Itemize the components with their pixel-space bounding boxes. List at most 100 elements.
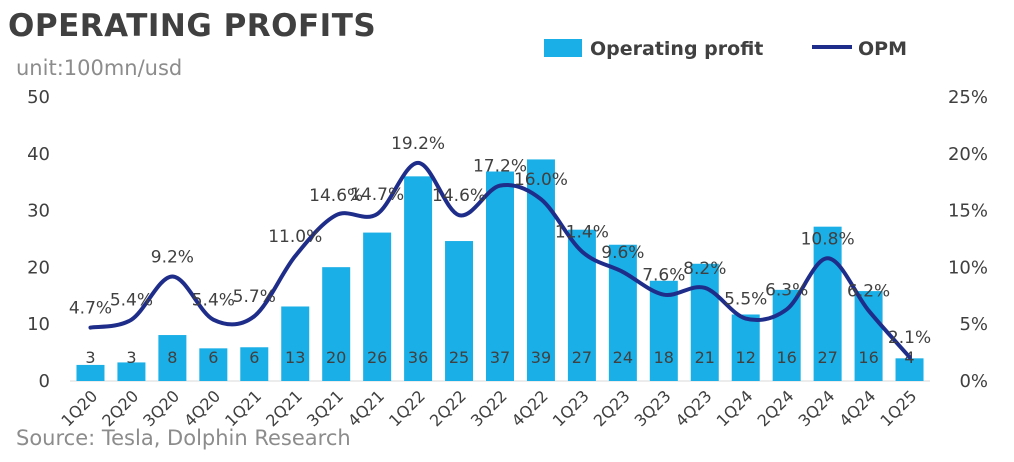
opm-value-label: 14.6% xyxy=(432,186,486,206)
bar-value-label: 8 xyxy=(167,348,177,367)
bar-3Q24 xyxy=(813,226,842,381)
bar-value-label: 24 xyxy=(613,348,633,367)
category-label: 3Q20 xyxy=(139,386,183,430)
source-note: Source: Tesla, Dolphin Research xyxy=(16,426,351,450)
y-left-tick: 30 xyxy=(27,201,50,222)
opm-value-label: 4.7% xyxy=(69,299,112,319)
bar-2Q21 xyxy=(281,306,310,381)
category-label: 3Q23 xyxy=(631,386,675,430)
axes: 0 10 20 30 40 50 0% 5% 10% 15% 20% 25% xyxy=(27,87,988,392)
opm-line xyxy=(88,160,912,360)
category-label: 4Q21 xyxy=(344,386,388,430)
y-right-tick: 10% xyxy=(948,257,988,278)
legend-bar-swatch xyxy=(544,39,582,57)
opm-value-label: 6.2% xyxy=(847,282,890,302)
bar-labels: 3 3 8 6 6 13 20 26 36 25 37 39 27 24 18 21 12 16 27 16 4 xyxy=(85,348,914,367)
opm-value-label: 6.3% xyxy=(765,280,808,300)
bar-3Q21 xyxy=(322,267,351,381)
y-left-tick: 50 xyxy=(27,87,50,108)
opm-value-label: 11.0% xyxy=(268,227,322,247)
bar-value-label: 18 xyxy=(654,348,674,367)
y-right-tick: 25% xyxy=(948,87,988,108)
opm-value-label: 9.6% xyxy=(601,243,644,263)
bar-value-label: 37 xyxy=(490,348,510,367)
category-label: 2Q24 xyxy=(754,386,798,430)
unit-label: unit:100mn/usd xyxy=(16,56,183,80)
bar-value-label: 3 xyxy=(85,348,95,367)
category-label: 1Q21 xyxy=(221,386,265,430)
opm-labels: 4.7%5.4%9.2%5.4%5.7%11.0%14.6%14.7%19.2%… xyxy=(69,134,931,348)
category-label: 4Q22 xyxy=(508,386,552,430)
y-right-tick: 5% xyxy=(959,314,988,335)
opm-value-label: 5.4% xyxy=(110,291,153,311)
legend: Operating profit OPM xyxy=(544,38,907,60)
bar-1Q24 xyxy=(731,314,760,381)
opm-value-label: 5.7% xyxy=(233,287,276,307)
legend-opm: OPM xyxy=(858,38,907,60)
bar-4Q22 xyxy=(526,159,555,381)
y-left-tick: 20 xyxy=(27,257,50,278)
category-label: 3Q24 xyxy=(795,386,839,430)
category-label: 1Q22 xyxy=(385,386,429,430)
y-right-tick: 0% xyxy=(959,371,988,392)
opm-value-label: 5.5% xyxy=(724,290,767,310)
bar-1Q22 xyxy=(404,176,433,381)
opm-value-label: 8.2% xyxy=(683,259,726,279)
bar-series xyxy=(76,159,924,381)
bar-value-label: 27 xyxy=(817,348,837,367)
category-label: 3Q21 xyxy=(303,386,347,430)
category-label: 4Q20 xyxy=(180,386,224,430)
bar-value-label: 36 xyxy=(408,348,428,367)
category-label: 3Q22 xyxy=(467,386,511,430)
category-axis-labels: 1Q202Q203Q204Q201Q212Q213Q214Q211Q222Q22… xyxy=(57,386,920,430)
bar-4Q24 xyxy=(854,291,883,381)
bar-1Q25 xyxy=(895,358,924,381)
y-left-tick: 10 xyxy=(27,314,50,335)
opm-value-label: 11.4% xyxy=(555,222,609,242)
y-left-tick: 0 xyxy=(39,371,50,392)
category-label: 4Q24 xyxy=(835,386,879,430)
bar-4Q20 xyxy=(199,348,228,381)
bar-value-label: 3 xyxy=(126,348,136,367)
opm-value-label: 19.2% xyxy=(391,134,445,154)
bar-value-label: 26 xyxy=(367,348,387,367)
opm-value-label: 5.4% xyxy=(192,291,235,311)
bar-2Q22 xyxy=(445,241,474,381)
category-label: 2Q23 xyxy=(590,386,634,430)
bar-value-label: 16 xyxy=(776,348,796,367)
bar-3Q20 xyxy=(158,335,187,381)
bar-value-label: 20 xyxy=(326,348,346,367)
category-label: 2Q21 xyxy=(262,386,306,430)
y-right-tick: 15% xyxy=(948,201,988,222)
opm-line-series xyxy=(88,160,912,360)
category-label: 1Q20 xyxy=(57,386,101,430)
bar-value-label: 6 xyxy=(208,348,218,367)
bar-3Q23 xyxy=(649,280,678,381)
category-label: 1Q23 xyxy=(549,386,593,430)
bar-1Q23 xyxy=(567,229,596,381)
chart-title: OPERATING PROFITS xyxy=(8,8,377,44)
opm-value-label: 17.2% xyxy=(473,157,527,177)
bar-value-label: 27 xyxy=(572,348,592,367)
category-label: 4Q23 xyxy=(672,386,716,430)
category-label: 2Q20 xyxy=(98,386,142,430)
opm-value-label: 14.6% xyxy=(309,186,363,206)
bar-1Q21 xyxy=(240,347,269,381)
bar-3Q22 xyxy=(486,171,514,381)
bar-2Q24 xyxy=(772,289,801,381)
bar-value-label: 25 xyxy=(449,348,469,367)
opm-value-label: 14.7% xyxy=(350,185,404,205)
bar-4Q23 xyxy=(690,263,719,381)
bar-value-label: 13 xyxy=(285,348,305,367)
y-right-tick: 20% xyxy=(948,144,988,165)
opm-value-label: 16.0% xyxy=(514,170,568,190)
opm-value-label: 2.1% xyxy=(888,328,931,348)
bar-value-label: 16 xyxy=(858,348,878,367)
bar-value-label: 39 xyxy=(531,348,551,367)
bar-2Q20 xyxy=(117,362,146,381)
category-label: 1Q24 xyxy=(713,386,757,430)
legend-operating-profit: Operating profit xyxy=(590,38,763,60)
bar-1Q20 xyxy=(76,364,105,381)
category-label: 2Q22 xyxy=(426,386,470,430)
